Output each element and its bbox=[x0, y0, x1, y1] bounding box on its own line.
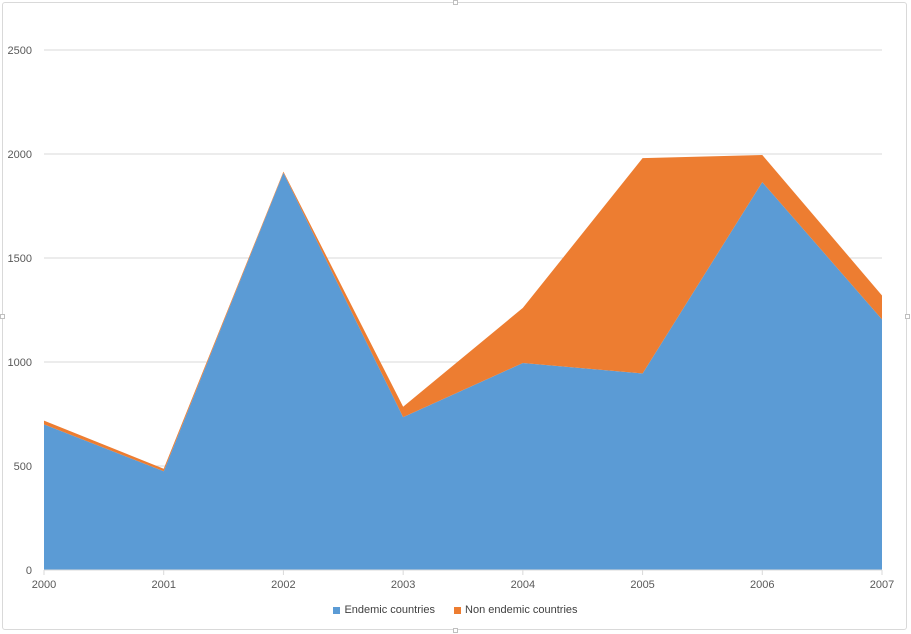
x-tick-label: 2006 bbox=[750, 579, 774, 591]
y-tick-label: 500 bbox=[14, 461, 32, 473]
legend-label-endemic: Endemic countries bbox=[344, 604, 435, 616]
x-tick-label: 2002 bbox=[271, 579, 295, 591]
legend-swatch-endemic bbox=[333, 606, 341, 614]
resize-handle-bottom[interactable] bbox=[453, 628, 458, 633]
y-tick-label: 1500 bbox=[8, 253, 32, 265]
resize-handle-left[interactable] bbox=[0, 314, 5, 319]
plot-area bbox=[44, 155, 882, 570]
x-tick-label: 2001 bbox=[151, 579, 175, 591]
legend-item-endemic[interactable]: Endemic countries bbox=[333, 604, 435, 616]
legend-swatch-non-endemic bbox=[454, 606, 462, 614]
y-tick-label: 0 bbox=[26, 565, 32, 577]
resize-handle-right[interactable] bbox=[905, 314, 910, 319]
x-tick-label: 2004 bbox=[511, 579, 535, 591]
x-tick-label: 2000 bbox=[32, 579, 56, 591]
y-tick-label: 1000 bbox=[8, 357, 32, 369]
x-tick-label: 2007 bbox=[870, 579, 894, 591]
axes: 0 500 1000 1500 2000 2500 2000 2001 2002 2003 2004… bbox=[8, 45, 895, 591]
area-series-1 bbox=[44, 155, 882, 472]
y-tick-label: 2000 bbox=[8, 149, 32, 161]
legend: Endemic countries Non endemic countries bbox=[0, 604, 911, 617]
x-tick-label: 2005 bbox=[630, 579, 654, 591]
resize-handle-top[interactable] bbox=[453, 0, 458, 5]
area-series-0 bbox=[44, 172, 882, 570]
x-tick-label: 2003 bbox=[391, 579, 415, 591]
y-tick-label: 2500 bbox=[8, 45, 32, 57]
legend-label-non-endemic: Non endemic countries bbox=[465, 604, 578, 616]
legend-item-non-endemic[interactable]: Non endemic countries bbox=[454, 604, 578, 616]
